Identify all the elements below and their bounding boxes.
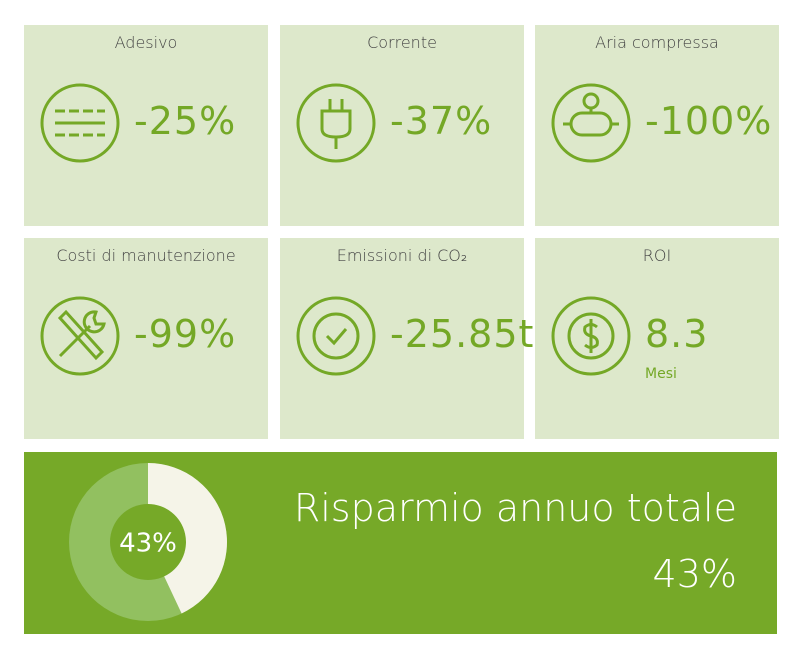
card-title: Costi di manutenzione <box>56 246 236 265</box>
donut-segment <box>148 463 228 614</box>
summary-value: 43% <box>652 552 737 596</box>
card: Corrente -37% <box>280 25 524 226</box>
card-title: Emissioni di CO₂ <box>336 246 468 265</box>
card-value: -99% <box>134 312 237 356</box>
icon <box>551 296 631 376</box>
card-value: -25.85t <box>390 312 535 356</box>
card-unit: Mesi <box>645 366 677 382</box>
icon <box>296 296 376 376</box>
donut-hole <box>110 504 186 580</box>
card: Emissioni di CO₂ -25.85t <box>280 238 533 439</box>
icon <box>551 83 631 163</box>
card-value: -100% <box>645 99 773 143</box>
card-title: ROI <box>642 246 672 265</box>
donut-label: 43% <box>119 529 177 559</box>
card-value: 8.3 <box>645 312 709 356</box>
icon <box>296 83 376 163</box>
icon <box>40 83 120 163</box>
card-value: -37% <box>390 99 493 143</box>
card-title: Adesivo <box>114 33 178 52</box>
donut: 43% <box>69 463 228 621</box>
summary-title: Risparmio annuo totale <box>293 486 737 530</box>
card-value: -25% <box>134 99 237 143</box>
card-title: Corrente <box>367 33 437 52</box>
card: Aria compressa -100% <box>535 25 779 226</box>
summary-banner: 43% Risparmio annuo totale 43% <box>24 452 777 634</box>
card: Costi di manutenzione -99% <box>24 238 268 439</box>
card: Adesivo -25% <box>24 25 268 226</box>
icon <box>40 296 120 376</box>
card: ROI 8.3 Mesi <box>535 238 779 439</box>
card-title: Aria compressa <box>595 33 719 52</box>
